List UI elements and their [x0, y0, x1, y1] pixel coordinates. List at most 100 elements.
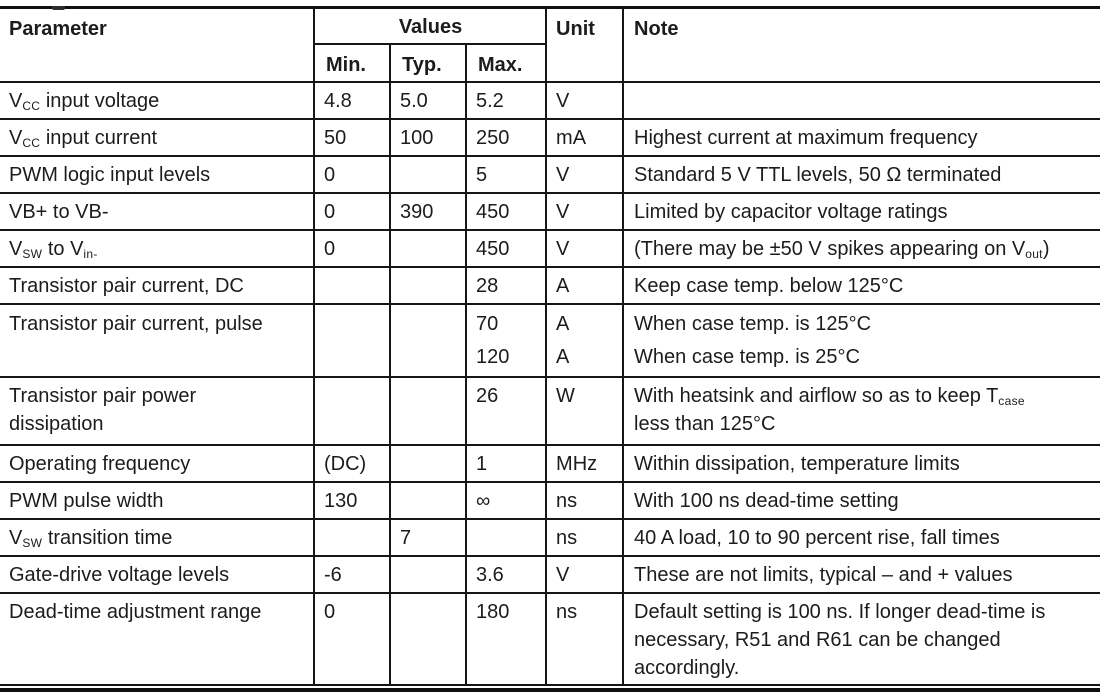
- cell-unit: A: [545, 266, 625, 305]
- cell-max-value: 1: [464, 444, 548, 483]
- cell-max-value: 450: [464, 192, 548, 231]
- cell-note: With 100 ns dead-time setting: [622, 481, 1100, 520]
- cell-parameter: PWM logic input levels: [0, 155, 315, 194]
- table-row: PWM logic input levels 0 5 V Standard 5 …: [0, 155, 1100, 194]
- cell-unit: V: [545, 81, 625, 120]
- cell-max-value: 180: [464, 592, 548, 686]
- cell-max-value: 5: [464, 155, 548, 194]
- cell-min-value: 0: [313, 229, 391, 268]
- cell-min-value: -6: [313, 555, 391, 594]
- cell-parameter: Transistor pair current, DC: [0, 266, 315, 305]
- cell-typ-value: 5.0: [389, 81, 467, 120]
- cell-typ-value: [389, 592, 467, 686]
- cell-parameter: VB+ to VB-: [0, 192, 315, 231]
- spec-table: Parameter Values Unit Note Min. Typ. Max…: [0, 9, 1100, 686]
- cell-parameter: VSW to Vin-: [0, 229, 315, 268]
- cell-parameter: Transistor pair power dissipation: [0, 376, 315, 446]
- cell-max-value: 70 120: [464, 303, 548, 378]
- cell-min-value: 4.8: [313, 81, 391, 120]
- table-row: Transistor pair power dissipation 26 W Wi…: [0, 376, 1100, 446]
- cell-note: Default setting is 100 ns. If longer dea…: [622, 592, 1100, 686]
- cell-typ-value: [389, 481, 467, 520]
- cell-unit: W: [545, 376, 625, 446]
- cell-note: Keep case temp. below 125°C: [622, 266, 1100, 305]
- cell-min-value: 0: [313, 155, 391, 194]
- cell-max-value: ∞: [464, 481, 548, 520]
- cell-max-value: 3.6: [464, 555, 548, 594]
- cell-min-value: 0: [313, 192, 391, 231]
- cell-typ-value: [389, 229, 467, 268]
- table-header: Parameter Values Unit Note Min. Typ. Max…: [0, 9, 1100, 83]
- cell-max-value: 28: [464, 266, 548, 305]
- table-row: VCC input current 50 100 250 mA Highest …: [0, 118, 1100, 157]
- cell-min-value: 130: [313, 481, 391, 520]
- header-values: Values: [312, 9, 548, 45]
- cell-unit: ns: [545, 518, 625, 557]
- cell-min-value: 50: [313, 118, 391, 157]
- cell-note: [622, 81, 1100, 120]
- spec-table-frame: Parameter Values Unit Note Min. Typ. Max…: [0, 6, 1100, 692]
- table-body: VCC input voltage 4.8 5.0 5.2 V VCC inpu…: [0, 81, 1100, 686]
- header-note: Note: [622, 9, 1100, 83]
- cell-max-value: [464, 518, 548, 557]
- cell-max-value: 5.2: [464, 81, 548, 120]
- cell-min-value: [313, 518, 391, 557]
- cell-note: When case temp. is 125°C When case temp. …: [622, 303, 1100, 378]
- cell-unit: V: [545, 155, 625, 194]
- cell-unit: V: [545, 192, 625, 231]
- cell-unit: ns: [545, 592, 625, 686]
- cell-min-value: 0: [313, 592, 391, 686]
- cell-note: 40 A load, 10 to 90 percent rise, fall t…: [622, 518, 1100, 557]
- cell-max-value: 450: [464, 229, 548, 268]
- document-page: { "colors": { "background": "#ffffff", "…: [0, 6, 1100, 692]
- table-row: VSW to Vin- 0 450 V (There may be ±50 V …: [0, 229, 1100, 268]
- cell-typ-value: [389, 555, 467, 594]
- cell-typ-value: [389, 303, 467, 378]
- cell-typ-value: 390: [389, 192, 467, 231]
- cell-unit: ns: [545, 481, 625, 520]
- cell-parameter: PWM pulse width: [0, 481, 315, 520]
- cell-typ-value: [389, 266, 467, 305]
- table-row: VCC input voltage 4.8 5.0 5.2 V: [0, 81, 1100, 120]
- cell-typ-value: [389, 444, 467, 483]
- table-row: PWM pulse width 130 ∞ ns With 100 ns dea…: [0, 481, 1100, 520]
- cell-min-value: (DC): [313, 444, 391, 483]
- cell-parameter: Transistor pair current, pulse: [0, 303, 315, 378]
- cell-note: With heatsink and airflow so as to keep …: [622, 376, 1100, 446]
- cell-min-value: [313, 303, 391, 378]
- header-min: Min.: [313, 44, 391, 83]
- header-row-sub: Min. Typ. Max.: [0, 44, 1100, 83]
- cell-note: (There may be ±50 V spikes appearing on …: [622, 229, 1100, 268]
- cell-typ-value: 100: [389, 118, 467, 157]
- cell-typ-value: 7: [389, 518, 467, 557]
- cell-note: These are not limits, typical – and + va…: [622, 555, 1100, 594]
- table-row: VSW transition time 7 ns 40 A load, 10 t…: [0, 518, 1100, 557]
- header-parameter: Parameter: [0, 9, 315, 83]
- cell-min-value: [313, 266, 391, 305]
- cell-unit: V: [545, 229, 625, 268]
- cell-typ-value: [389, 376, 467, 446]
- table-row: Gate-drive voltage levels -6 3.6 V These…: [0, 555, 1100, 594]
- cell-unit: MHz: [545, 444, 625, 483]
- cell-parameter: Operating frequency: [0, 444, 315, 483]
- cell-note: Standard 5 V TTL levels, 50 Ω terminated: [622, 155, 1100, 194]
- cell-parameter: VSW transition time: [0, 518, 315, 557]
- header-typ: Typ.: [389, 44, 467, 83]
- table-row: Dead-time adjustment range 0 180 ns Defa…: [0, 592, 1100, 686]
- cell-parameter: VCC input voltage: [0, 81, 315, 120]
- cell-parameter: Dead-time adjustment range: [0, 592, 315, 686]
- cell-parameter: Gate-drive voltage levels: [0, 555, 315, 594]
- cell-note: Highest current at maximum frequency: [622, 118, 1100, 157]
- table-row: Transistor pair current, DC 28 A Keep ca…: [0, 266, 1100, 305]
- header-row-top: Parameter Values Unit Note: [0, 9, 1100, 83]
- cell-note: Limited by capacitor voltage ratings: [622, 192, 1100, 231]
- cell-max-value: 26: [464, 376, 548, 446]
- cell-unit: mA: [545, 118, 625, 157]
- cell-max-value: 250: [464, 118, 548, 157]
- cell-parameter: VCC input current: [0, 118, 315, 157]
- cell-note: Within dissipation, temperature limits: [622, 444, 1100, 483]
- cell-typ-value: [389, 155, 467, 194]
- header-max: Max.: [464, 44, 548, 83]
